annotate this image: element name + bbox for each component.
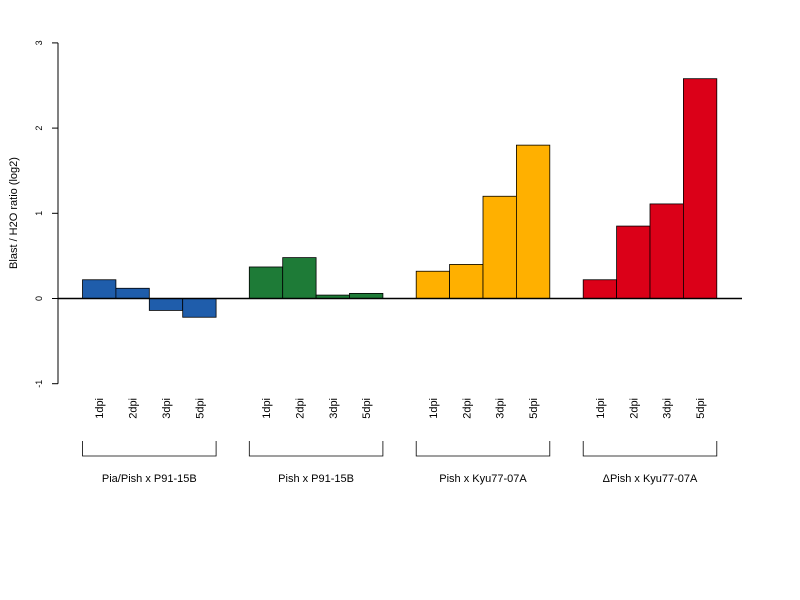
x-tick-label: 5dpi — [194, 398, 206, 419]
x-tick-label: 5dpi — [695, 398, 707, 419]
x-tick-label: 3dpi — [328, 398, 340, 419]
bar — [516, 144, 551, 299]
x-tick-label: 5dpi — [361, 398, 373, 419]
x-tick-label: 5dpi — [528, 398, 540, 419]
group-bracket — [82, 441, 217, 457]
x-tick-label: 2dpi — [461, 398, 473, 419]
bar — [616, 225, 651, 299]
bar — [148, 298, 184, 311]
group-label: Pish x P91-15B — [278, 473, 354, 485]
bar — [482, 195, 517, 299]
y-tick-label: 1 — [34, 211, 44, 216]
x-tick-label: 1dpi — [261, 398, 273, 419]
x-tick-label: 3dpi — [495, 398, 507, 419]
y-tick-label: 3 — [34, 40, 44, 45]
bar — [649, 203, 684, 299]
x-tick-label: 3dpi — [662, 398, 674, 419]
bar — [582, 279, 618, 299]
x-tick-label: 2dpi — [294, 398, 306, 419]
bar — [82, 279, 117, 299]
x-tick-label: 3dpi — [161, 398, 173, 419]
bar — [115, 287, 150, 299]
group-bracket — [248, 441, 384, 457]
bar — [282, 257, 317, 299]
bar — [248, 266, 284, 299]
bar — [182, 298, 217, 318]
group-label: Pish x Kyu77-07A — [439, 473, 527, 485]
y-tick-label: -1 — [34, 380, 44, 388]
group-bracket — [415, 441, 551, 457]
group-bracket — [582, 441, 718, 457]
x-tick-label: 2dpi — [628, 398, 640, 419]
y-tick-label: 0 — [34, 296, 44, 301]
group-label: ΔPish x Kyu77-07A — [603, 473, 698, 485]
bar — [683, 78, 718, 299]
x-tick-label: 2dpi — [128, 398, 140, 419]
bar — [415, 270, 451, 299]
group-label: Pia/Pish x P91-15B — [102, 473, 197, 485]
x-tick-label: 1dpi — [94, 398, 106, 419]
y-tick-label: 2 — [34, 126, 44, 131]
x-tick-label: 1dpi — [595, 398, 607, 419]
x-tick-label: 1dpi — [428, 398, 440, 419]
bar — [449, 264, 484, 299]
